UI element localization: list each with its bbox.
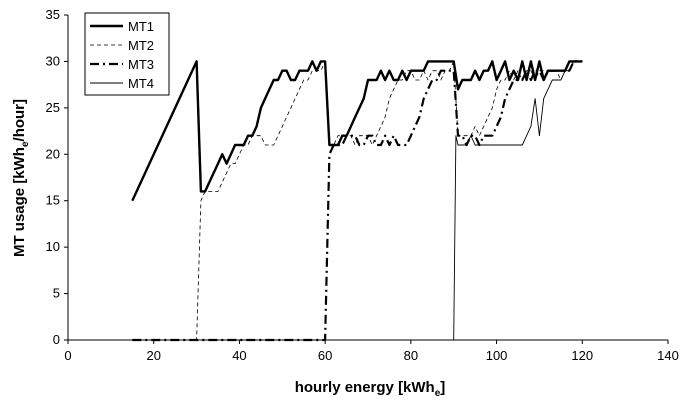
y-tick-label: 35: [46, 7, 60, 22]
series-line-mt4: [453, 60, 583, 341]
series-line-mt2: [132, 61, 583, 341]
legend-label-mt2: MT2: [128, 38, 154, 53]
series-layer: [131, 60, 583, 342]
y-tick-label: 25: [46, 100, 60, 115]
legend-label-mt4: MT4: [128, 76, 154, 91]
legend: MT1 MT2 MT3 MT4: [84, 12, 170, 96]
x-axis-title: hourly energy [kWhe]: [295, 379, 446, 399]
x-tick-label: 120: [571, 348, 593, 363]
series-line-mt3: [132, 60, 583, 342]
x-tick-label: 20: [146, 348, 160, 363]
x-tick-label: 80: [404, 348, 418, 363]
x-tick-label: 0: [64, 348, 71, 363]
x-tick-label: 140: [657, 348, 679, 363]
y-tick-label: 20: [46, 146, 60, 161]
y-tick-label: 30: [46, 53, 60, 68]
x-tick-label: 100: [486, 348, 508, 363]
x-tick-label: 60: [318, 348, 332, 363]
y-axis-title: MT usage [kWhe/hour]: [11, 99, 31, 257]
legend-label-mt3: MT3: [128, 57, 154, 72]
y-tick-label: 10: [46, 239, 60, 254]
y-tick-label: 0: [53, 332, 60, 347]
legend-label-mt1: MT1: [128, 19, 154, 34]
plot-area: 0 5 10 15 20 25 30 35 0 20 40 60 80 100 120 140: [46, 7, 679, 363]
y-tick-label: 5: [53, 286, 60, 301]
x-tick-label: 40: [232, 348, 246, 363]
y-tick-label: 15: [46, 193, 60, 208]
series-line-mt1: [131, 60, 583, 202]
